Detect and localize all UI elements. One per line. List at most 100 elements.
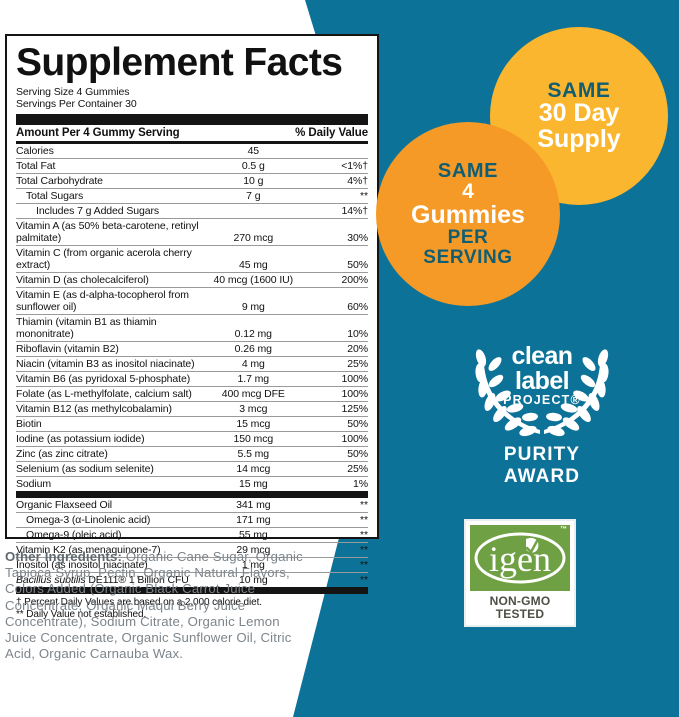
- badge-30-day-line1: SAME: [547, 78, 611, 102]
- nutrient-amount: 1.7 mg: [211, 371, 296, 387]
- nutrient-amount: 3 mcg: [211, 401, 296, 417]
- nutrient-daily-value: 100%: [295, 371, 368, 387]
- nutrient-daily-value: 50%: [295, 245, 368, 273]
- nutrient-row: Omega-3 (α-Linolenic acid) 171 mg **: [16, 512, 368, 528]
- badge-clean-label-project: clean label PROJECT® PURITY AWARD: [462, 338, 622, 500]
- nutrient-row: Biotin 15 mcg 50%: [16, 416, 368, 432]
- nutrient-row: Includes 7 g Added Sugars 14%†: [16, 203, 368, 219]
- nutrient-name: Bacillus subtilis DE111® 1 Billion CFU: [16, 572, 212, 594]
- nutrient-name: Selenium (as sodium selenite): [16, 461, 212, 477]
- nutrient-name: Vitamin A (as 50% beta-carotene, retinyl…: [16, 218, 212, 246]
- nutrient-daily-value: 100%: [295, 386, 368, 402]
- nutrient-daily-value: **: [295, 542, 368, 558]
- badge-gummies-line1: SAME: [437, 159, 499, 182]
- badge-gummies-line4: PER: [447, 227, 489, 249]
- nutrient-row: Vitamin D (as cholecalciferol) 40 mcg (16…: [16, 272, 368, 288]
- nutrient-daily-value: 4%†: [295, 173, 368, 189]
- nutrient-name: Vitamin B12 (as methylcobalamin): [16, 401, 212, 417]
- footnote-dagger: † Percent Daily Values are based on a 2,…: [16, 597, 262, 608]
- nutrient-row: Organic Flaxseed Oil 341 mg **: [16, 494, 368, 513]
- nutrient-name: Total Sugars: [16, 188, 212, 204]
- laurel-wreath-icon: clean label PROJECT®: [462, 338, 622, 442]
- clp-line-purity: PURITY: [503, 444, 581, 465]
- nutrient-daily-value: [295, 142, 368, 159]
- nutrient-name: Vitamin D (as cholecalciferol): [16, 272, 212, 288]
- nutrient-name: Vitamin B6 (as pyridoxal 5-phosphate): [16, 371, 212, 387]
- igen-line-tested: TESTED: [495, 607, 545, 621]
- servings-per-container-text: Servings Per Container 30: [16, 97, 137, 110]
- supplement-facts-panel: Supplement Facts Serving Size 4 Gummies …: [5, 34, 379, 620]
- supplement-facts-title: Supplement Facts: [16, 41, 343, 84]
- nutrient-name: Vitamin E (as d-alpha-tocopherol from su…: [16, 287, 212, 315]
- nutrient-row: Total Fat 0.5 g <1%†: [16, 158, 368, 174]
- nutrient-amount: 270 mcg: [211, 218, 296, 246]
- nutrient-row: Thiamin (vitamin B1 as thiamin mononitra…: [16, 314, 368, 342]
- nutrient-name: Organic Flaxseed Oil: [16, 494, 212, 513]
- nutrient-name: Vitamin K2 (as menaquinone-7): [16, 542, 212, 558]
- nutrient-row: Vitamin C (from organic acerola cherry e…: [16, 245, 368, 273]
- other-ingredients-block: Other Ingredients: Organic Cane Sugar, O…: [5, 549, 305, 662]
- clp-line-clean: clean: [511, 342, 574, 370]
- footnotes: † Percent Daily Values are based on a 2,…: [16, 594, 368, 620]
- nutrient-row: Selenium (as sodium selenite) 14 mcg 25%: [16, 461, 368, 477]
- clp-line-project: PROJECT®: [503, 393, 581, 407]
- igen-logo-icon: ™ igen: [470, 525, 570, 591]
- nutrient-daily-value: 14%†: [295, 203, 368, 219]
- igen-line-non-gmo: NON-GMO: [489, 594, 551, 608]
- nutrient-daily-value: 200%: [295, 272, 368, 288]
- igen-tm-mark: ™: [560, 526, 567, 533]
- nutrient-daily-value: 60%: [295, 287, 368, 315]
- badge-gummies-line2: 4: [462, 180, 474, 204]
- nutrient-amount: 150 mcg: [211, 431, 296, 447]
- nutrient-name: Iodine (as potassium iodide): [16, 431, 212, 447]
- other-ingredients-text: Organic Cane Sugar, Organic Tapioca Syru…: [5, 549, 303, 662]
- serving-size-text: Serving Size 4 Gummies: [16, 86, 130, 98]
- badge-gummies-line3: Gummies: [411, 200, 525, 229]
- nutrient-amount: 400 mcg DFE: [211, 386, 296, 402]
- nutrient-amount: 7 g: [211, 188, 296, 204]
- nutrient-amount: 9 mg: [211, 287, 296, 315]
- badge-30-day-supply: SAME 30 Day Supply: [490, 27, 668, 205]
- divider-thick-top: [16, 114, 368, 122]
- nutrient-daily-value: **: [295, 557, 368, 573]
- nutrient-daily-value: 10%: [295, 314, 368, 342]
- nutrient-amount: 10 mg: [211, 572, 296, 594]
- badge-igen-non-gmo-tested: ™ igen NON-GMO TESTED: [464, 519, 576, 627]
- nutrient-daily-value: 100%: [295, 431, 368, 447]
- nutrient-amount: 14 mcg: [211, 461, 296, 477]
- nutrient-name: Thiamin (vitamin B1 as thiamin mononitra…: [16, 314, 212, 342]
- nutrient-name: Folate (as L-methylfolate, calcium salt): [16, 386, 212, 402]
- nutrient-row: Total Sugars 7 g **: [16, 188, 368, 204]
- nutrient-daily-value: 20%: [295, 341, 368, 357]
- nutrient-amount: 45: [211, 142, 296, 159]
- nutrient-name: Sodium: [16, 476, 212, 498]
- nutrient-row: Vitamin B12 (as methylcobalamin) 3 mcg 125…: [16, 401, 368, 417]
- nutrient-daily-value: **: [295, 188, 368, 204]
- nutrient-amount: [211, 203, 296, 219]
- nutrient-amount: 0.12 mg: [211, 314, 296, 342]
- nutrient-daily-value: 125%: [295, 401, 368, 417]
- nutrient-row: Vitamin A (as 50% beta-carotene, retinyl…: [16, 218, 368, 246]
- nutrient-name: Zinc (as zinc citrate): [16, 446, 212, 462]
- nutrient-amount: 1 mg: [211, 557, 296, 573]
- nutrient-name: Omega-9 (oleic acid): [16, 527, 212, 543]
- nutrient-amount: 0.5 g: [211, 158, 296, 174]
- clp-line-award: AWARD: [503, 466, 581, 487]
- nutrient-daily-value: 25%: [295, 356, 368, 372]
- nutrient-name: Total Carbohydrate: [16, 173, 212, 189]
- nutrition-table-header-row: Amount Per 4 Gummy Serving% Daily Value: [16, 122, 368, 144]
- nutrient-name: Omega-3 (α-Linolenic acid): [16, 512, 212, 528]
- nutrient-amount: 15 mcg: [211, 416, 296, 432]
- nutrient-row: Folate (as L-methylfolate, calcium salt)…: [16, 386, 368, 402]
- nutrient-name: Total Fat: [16, 158, 212, 174]
- badge-gummies-line5: SERVING: [423, 246, 513, 268]
- nutrient-name: Inositol (as inositol niacinate): [16, 557, 212, 573]
- daily-value-header: % Daily Value: [295, 122, 368, 144]
- nutrient-name: Niacin (vitamin B3 as inositol niacinate…: [16, 356, 212, 372]
- badge-4-gummies-per-serving: SAME 4 Gummies PER SERVING: [376, 122, 560, 306]
- nutrient-row: Vitamin K2 (as menaquinone-7) 29 mcg **: [16, 542, 368, 558]
- nutrient-row: Sodium 15 mg 1%: [16, 476, 368, 498]
- clp-line-label: label: [515, 367, 570, 395]
- nutrient-row: Niacin (vitamin B3 as inositol niacinate…: [16, 356, 368, 372]
